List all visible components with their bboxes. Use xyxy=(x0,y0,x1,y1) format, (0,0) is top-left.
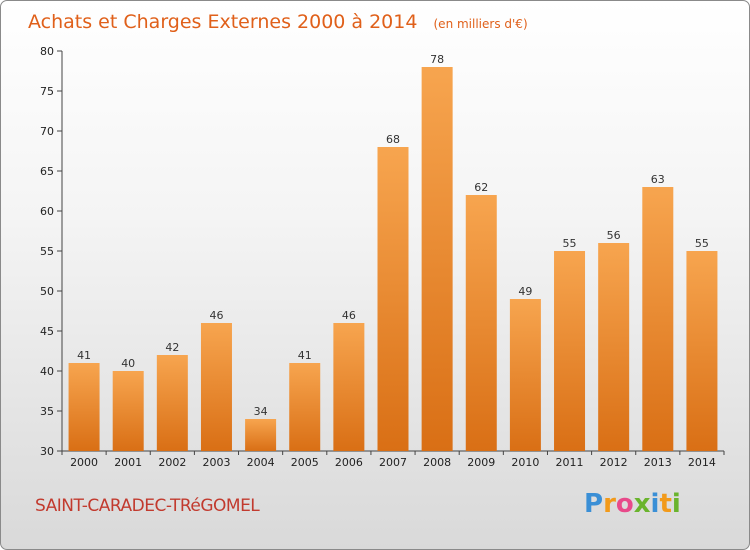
bar xyxy=(68,363,100,451)
bar xyxy=(333,323,365,451)
x-tick-label: 2004 xyxy=(247,456,275,469)
bar xyxy=(245,419,277,451)
x-tick-label: 2010 xyxy=(511,456,539,469)
x-tick-label: 2013 xyxy=(644,456,672,469)
logo-letter: i xyxy=(671,489,681,519)
logo-letter: r xyxy=(603,489,616,519)
bar-value-label: 42 xyxy=(165,341,179,354)
y-tick-label: 55 xyxy=(40,245,54,258)
y-tick-label: 40 xyxy=(40,365,54,378)
logo-letter: t xyxy=(659,489,672,519)
bar xyxy=(598,243,630,451)
bar-value-label: 63 xyxy=(651,173,665,186)
bar xyxy=(509,299,541,451)
bar xyxy=(200,323,232,451)
bar-value-label: 56 xyxy=(607,229,621,242)
commune-name: SAINT-CARADEC-TRéGOMEL xyxy=(35,496,260,516)
logo-letter: P xyxy=(584,489,604,519)
x-tick-label: 2012 xyxy=(600,456,628,469)
x-tick-label: 2009 xyxy=(467,456,495,469)
bar-value-label: 40 xyxy=(121,357,135,370)
logo-letter: i xyxy=(650,489,660,519)
y-tick-label: 50 xyxy=(40,285,54,298)
bar-value-label: 41 xyxy=(77,349,91,362)
y-tick-label: 45 xyxy=(40,325,54,338)
x-tick-label: 2014 xyxy=(688,456,716,469)
x-tick-label: 2008 xyxy=(423,456,451,469)
y-tick-label: 35 xyxy=(40,405,54,418)
axes: 30 35 40 45 50 55 60 65 70 75 80 2000 2001 2002 2003 20… xyxy=(40,45,725,469)
y-tick-label: 30 xyxy=(40,445,54,458)
bar-value-label: 68 xyxy=(386,133,400,146)
x-tick-label: 2006 xyxy=(335,456,363,469)
y-tick-label: 70 xyxy=(40,125,54,138)
bar xyxy=(289,363,321,451)
x-tick-label: 2005 xyxy=(291,456,319,469)
chart-title: Achats et Charges Externes 2000 à 2014 (… xyxy=(28,11,528,33)
bar-value-label: 55 xyxy=(695,237,709,250)
bar-value-label: 49 xyxy=(518,285,532,298)
bar xyxy=(421,67,453,451)
chart-title-main: Achats et Charges Externes 2000 à 2014 xyxy=(28,11,417,33)
logo-letter: o xyxy=(615,489,634,519)
x-tick-label: 2000 xyxy=(70,456,98,469)
bar xyxy=(112,371,144,451)
x-tick-label: 2001 xyxy=(114,456,142,469)
bar xyxy=(377,147,409,451)
logo-letter: x xyxy=(633,489,651,519)
bar-value-label: 41 xyxy=(298,349,312,362)
bar-value-label: 55 xyxy=(563,237,577,250)
proxiti-logo[interactable]: Proxiti xyxy=(584,489,681,519)
y-tick-label: 75 xyxy=(40,85,54,98)
bar xyxy=(156,355,188,451)
bar-value-label: 46 xyxy=(209,309,223,322)
bar-value-label: 78 xyxy=(430,53,444,66)
y-tick-label: 65 xyxy=(40,165,54,178)
x-tick-label: 2002 xyxy=(158,456,186,469)
bar-value-label: 34 xyxy=(254,405,268,418)
x-tick-label: 2011 xyxy=(556,456,584,469)
bar xyxy=(465,195,497,451)
bar xyxy=(686,251,718,451)
bar xyxy=(642,187,674,451)
bar xyxy=(554,251,586,451)
bar-value-label: 46 xyxy=(342,309,356,322)
chart-subtitle: (en milliers d'€) xyxy=(434,17,528,31)
bars: 41 40 42 46 34 41 46 68 78 62 49 55 56 63 55 xyxy=(68,53,718,451)
y-tick-label: 80 xyxy=(40,45,54,58)
x-tick-label: 2003 xyxy=(202,456,230,469)
bar-value-label: 62 xyxy=(474,181,488,194)
y-tick-label: 60 xyxy=(40,205,54,218)
x-tick-label: 2007 xyxy=(379,456,407,469)
